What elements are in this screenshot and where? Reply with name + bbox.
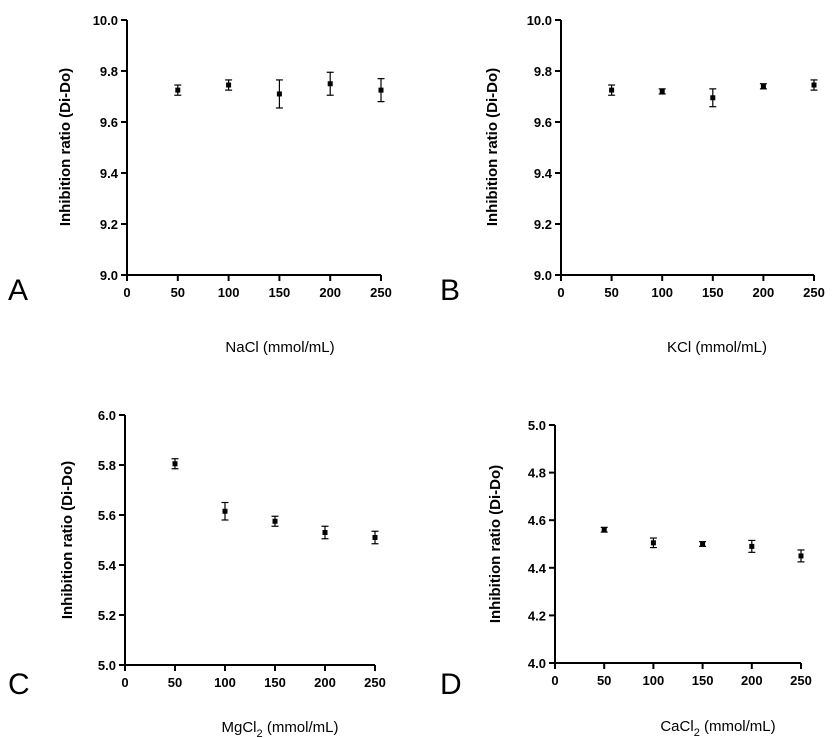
x-tick-label: 50 xyxy=(171,285,185,300)
data-point xyxy=(378,87,384,93)
y-tick-label: 9.4 xyxy=(534,166,553,181)
x-tick-label: 150 xyxy=(692,673,714,688)
y-axis-title: Inhibition ratio (Di-Do) xyxy=(57,68,74,226)
y-tick-label: 5.8 xyxy=(98,458,116,473)
y-tick-label: 10.0 xyxy=(527,13,552,28)
y-tick-label: 9.2 xyxy=(100,217,118,232)
x-tick-label: 250 xyxy=(790,673,812,688)
panel-c: 5.0 5.2 5.4 5.6 5.8 6.0 0 50 100 150 200 250 Inhibit… xyxy=(8,408,386,738)
data-point xyxy=(327,81,333,87)
panel-letter: B xyxy=(440,274,460,307)
y-tick-label: 5.4 xyxy=(98,558,117,573)
y-tick-label: 9.4 xyxy=(100,166,119,181)
x-tick-label: 200 xyxy=(741,673,763,688)
y-tick-label: 9.0 xyxy=(534,268,552,283)
data-point xyxy=(175,87,181,93)
data-point xyxy=(609,87,615,93)
y-axis-title: Inhibition ratio (Di-Do) xyxy=(59,461,76,619)
data-point xyxy=(811,82,817,88)
x-tick-label: 150 xyxy=(264,675,286,690)
panel-letter: A xyxy=(8,274,28,307)
data-point xyxy=(276,91,282,97)
y-axis-title: Inhibition ratio (Di-Do) xyxy=(487,465,504,623)
x-tick-label: 0 xyxy=(557,285,564,300)
x-tick-label: 50 xyxy=(604,285,618,300)
y-tick-label: 10.0 xyxy=(93,13,118,28)
x-tick-label: 200 xyxy=(319,285,341,300)
data-point xyxy=(700,541,706,547)
y-axis-title: Inhibition ratio (Di-Do) xyxy=(484,68,501,226)
y-tick-label: 5.6 xyxy=(98,508,116,523)
x-axis-title: CaCl2 (mmol/mL) xyxy=(660,718,775,738)
y-tick-label: 4.2 xyxy=(528,608,546,623)
panel-letter: D xyxy=(440,668,462,701)
data-point xyxy=(749,543,755,549)
x-tick-label: 50 xyxy=(168,675,182,690)
y-tick-label: 4.0 xyxy=(528,656,546,671)
panel-d: 4.0 4.2 4.4 4.6 4.8 5.0 0 50 100 150 200 250 Inhibit… xyxy=(440,418,812,738)
x-tick-label: 250 xyxy=(364,675,386,690)
y-tick-label: 5.2 xyxy=(98,608,116,623)
data-point xyxy=(601,527,607,533)
data-point xyxy=(798,553,804,559)
data-point xyxy=(650,540,656,546)
data-point xyxy=(172,461,178,467)
x-tick-label: 0 xyxy=(123,285,130,300)
x-tick-label: 150 xyxy=(269,285,291,300)
x-tick-label: 0 xyxy=(121,675,128,690)
panel-letter: C xyxy=(8,668,30,701)
x-tick-label: 50 xyxy=(597,673,611,688)
data-point xyxy=(659,88,665,94)
y-tick-label: 5.0 xyxy=(528,418,546,433)
x-tick-label: 100 xyxy=(651,285,673,300)
y-tick-label: 5.0 xyxy=(98,658,116,673)
data-point xyxy=(322,530,328,535)
y-tick-label: 9.0 xyxy=(100,268,118,283)
panel-a: 9.0 9.2 9.4 9.6 9.8 10.0 0 50 100 150 200 250 Inhibi… xyxy=(8,13,392,356)
data-point xyxy=(372,535,378,540)
x-tick-label: 0 xyxy=(551,673,558,688)
x-tick-label: 200 xyxy=(753,285,775,300)
y-tick-label: 9.8 xyxy=(534,64,552,79)
y-tick-label: 6.0 xyxy=(98,408,116,423)
data-point xyxy=(222,508,228,514)
x-tick-label: 200 xyxy=(314,675,336,690)
y-tick-label: 4.6 xyxy=(528,513,546,528)
x-tick-label: 100 xyxy=(214,675,236,690)
x-tick-label: 100 xyxy=(643,673,665,688)
y-tick-label: 9.8 xyxy=(100,64,118,79)
y-tick-label: 4.4 xyxy=(528,561,547,576)
x-axis-title: KCl (mmol/mL) xyxy=(667,339,767,356)
x-tick-label: 100 xyxy=(218,285,240,300)
x-axis-title: MgCl2 (mmol/mL) xyxy=(222,719,339,738)
y-tick-label: 9.2 xyxy=(534,217,552,232)
x-axis-title: NaCl (mmol/mL) xyxy=(225,339,334,356)
data-point xyxy=(710,95,716,101)
data-point xyxy=(760,83,766,89)
data-point xyxy=(272,518,278,524)
x-tick-label: 250 xyxy=(803,285,825,300)
x-tick-label: 150 xyxy=(702,285,724,300)
y-tick-label: 4.8 xyxy=(528,466,546,481)
data-point xyxy=(226,82,232,88)
y-tick-label: 9.6 xyxy=(100,115,118,130)
panel-b: 9.0 9.2 9.4 9.6 9.8 10.0 0 50 100 150 200 250 Inhibi… xyxy=(440,13,825,356)
y-tick-label: 9.6 xyxy=(534,115,552,130)
x-tick-label: 250 xyxy=(370,285,392,300)
